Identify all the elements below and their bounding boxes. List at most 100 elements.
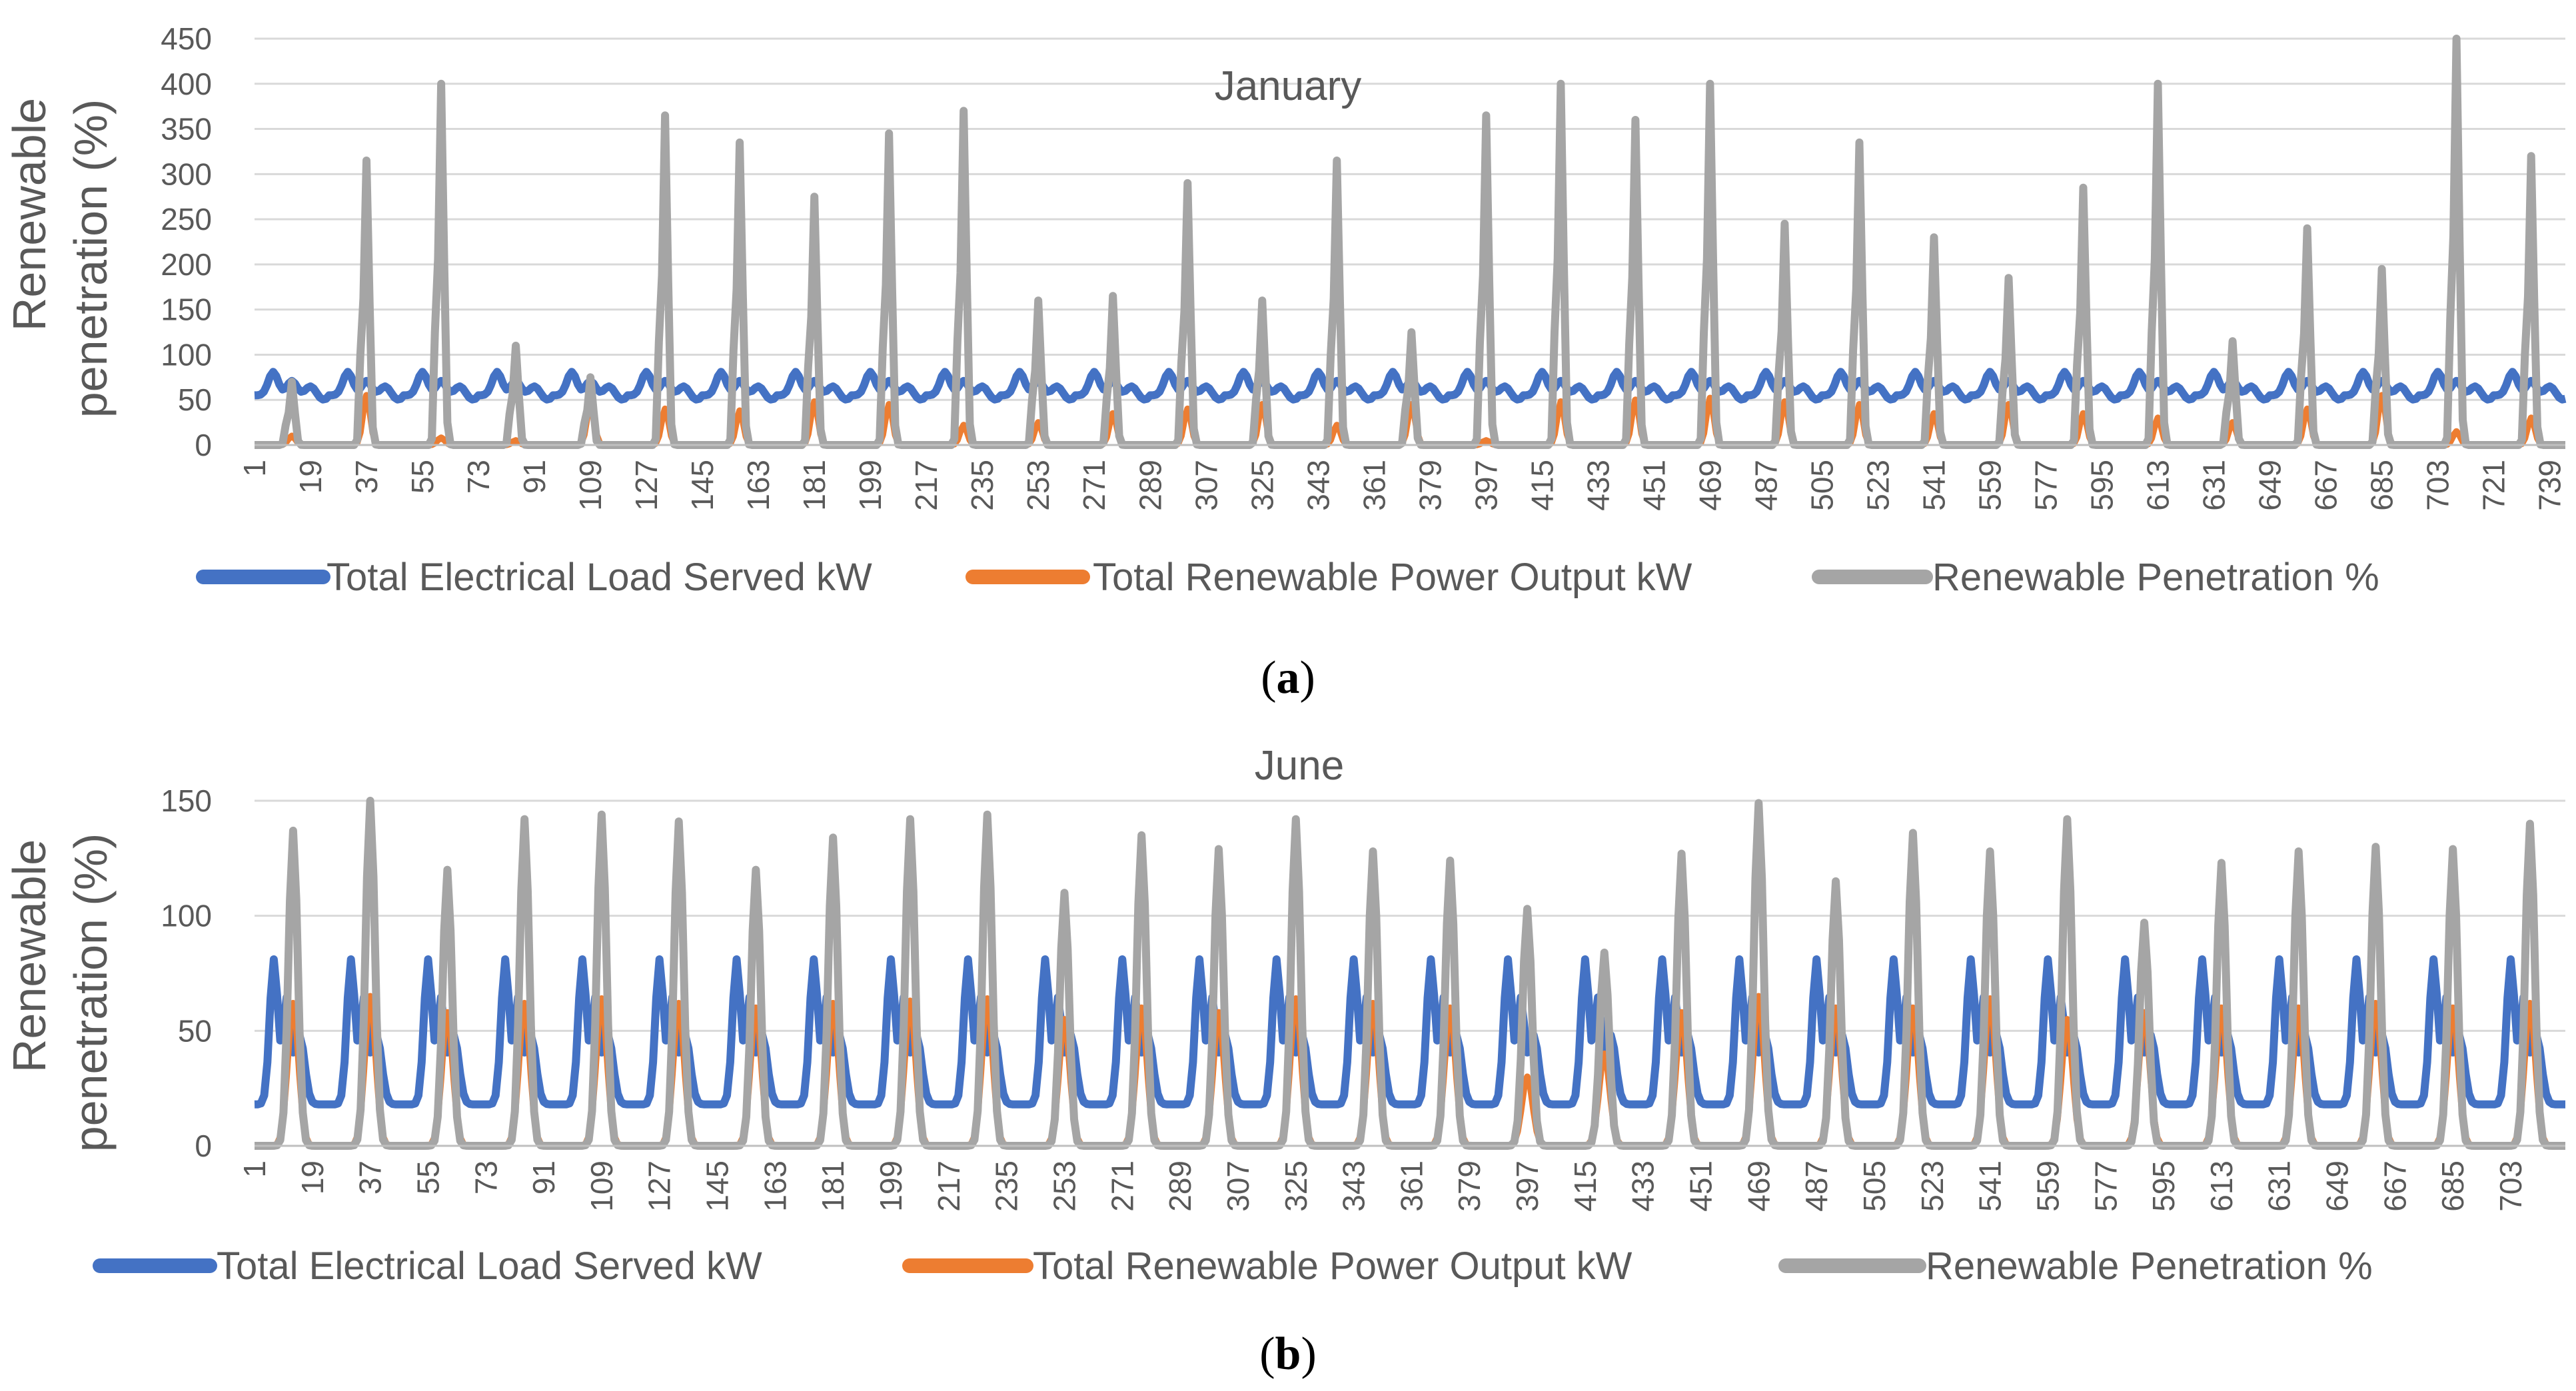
x-tick-label: 523 — [1915, 1160, 1950, 1212]
x-tick-label: 505 — [1804, 460, 1839, 511]
x-tick-label: 577 — [2029, 460, 2064, 511]
x-tick-label: 109 — [584, 1160, 619, 1212]
x-tick-label: 703 — [2421, 460, 2455, 511]
x-tick-label: 289 — [1163, 1160, 1197, 1212]
x-tick-label: 271 — [1105, 1160, 1139, 1212]
x-tick-label: 271 — [1077, 460, 1111, 511]
x-tick-label: 91 — [526, 1160, 561, 1194]
x-tick-label: 127 — [629, 460, 664, 511]
x-tick-label: 55 — [405, 460, 440, 494]
y-tick-label: 400 — [161, 67, 212, 101]
x-tick-label: 613 — [2141, 460, 2176, 511]
june-gridlines — [255, 799, 2565, 1032]
x-tick-label: 595 — [2146, 1160, 2181, 1212]
x-tick-label: 541 — [1973, 1160, 2008, 1212]
x-tick-label: 721 — [2477, 460, 2511, 511]
legend-label-load: Total Electrical Load Served kW — [326, 556, 872, 599]
chart-june: 0 50 100 150 1 19 37 55 73 91 109 127 145 163 181 199 2… — [3, 743, 2567, 1380]
x-tick-label: 19 — [293, 460, 328, 494]
x-tick-label: 1 — [237, 1160, 272, 1178]
january-y-tick-labels: 0 50 100 150 200 250 300 350 400 450 — [161, 21, 212, 462]
x-tick-label: 433 — [1626, 1160, 1660, 1212]
x-tick-label: 559 — [1973, 460, 2008, 511]
june-legend: Total Electrical Load Served kW Total Re… — [93, 1244, 2373, 1288]
x-tick-label: 217 — [932, 1160, 966, 1212]
legend-label-penetration: Renewable Penetration % — [1932, 556, 2379, 599]
x-tick-label: 613 — [2204, 1160, 2239, 1212]
x-tick-label: 595 — [2085, 460, 2120, 511]
x-tick-label: 577 — [2088, 1160, 2123, 1212]
legend-label-renewable: Total Renewable Power Output kW — [1093, 556, 1692, 599]
january-gridlines — [255, 37, 2565, 401]
x-tick-label: 667 — [2309, 460, 2343, 511]
y-tick-label: 100 — [161, 337, 212, 372]
series-line-load — [253, 955, 2567, 1109]
x-tick-label: 379 — [1413, 460, 1447, 511]
y-tick-label: 150 — [161, 783, 212, 818]
x-tick-label: 415 — [1525, 460, 1559, 511]
x-tick-label: 199 — [853, 460, 888, 511]
legend-label-renewable: Total Renewable Power Output kW — [1033, 1244, 1632, 1288]
x-tick-label: 631 — [2197, 460, 2232, 511]
january-x-tick-labels: 1 19 37 55 73 91 109 127 145 163 181 199 217 235 253 27… — [237, 460, 2567, 511]
y-tick-label: 50 — [178, 382, 212, 417]
x-tick-label: 487 — [1799, 1160, 1834, 1212]
x-tick-label: 73 — [468, 1160, 503, 1194]
x-tick-label: 1 — [237, 460, 272, 477]
x-tick-label: 109 — [573, 460, 608, 511]
x-tick-label: 397 — [1469, 460, 1503, 511]
x-tick-label: 703 — [2493, 1160, 2528, 1212]
x-tick-label: 469 — [1741, 1160, 1776, 1212]
x-tick-label: 37 — [353, 1160, 388, 1194]
x-tick-label: 487 — [1748, 460, 1783, 511]
x-tick-label: 649 — [2320, 1160, 2355, 1212]
x-tick-label: 325 — [1245, 460, 1279, 511]
y-tick-label: 300 — [161, 157, 212, 191]
x-tick-label: 325 — [1279, 1160, 1313, 1212]
x-tick-label: 19 — [295, 1160, 330, 1194]
legend-label-load: Total Electrical Load Served kW — [217, 1244, 762, 1288]
x-tick-label: 469 — [1692, 460, 1727, 511]
x-tick-label: 145 — [685, 460, 720, 511]
x-tick-label: 685 — [2435, 1160, 2470, 1212]
caption-b: (b) — [1259, 1328, 1317, 1380]
x-tick-label: 433 — [1581, 460, 1615, 511]
x-tick-label: 505 — [1857, 1160, 1892, 1212]
y-tick-label: 450 — [161, 21, 212, 56]
y-tick-label: 50 — [178, 1013, 212, 1048]
june-y-axis-label-line1: Renewable — [3, 839, 55, 1073]
x-tick-label: 217 — [909, 460, 944, 511]
x-tick-label: 649 — [2253, 460, 2287, 511]
january-legend: Total Electrical Load Served kW Total Re… — [196, 556, 2379, 599]
x-tick-label: 451 — [1636, 460, 1671, 511]
x-tick-label: 631 — [2262, 1160, 2297, 1212]
x-tick-label: 559 — [2030, 1160, 2065, 1212]
x-tick-label: 199 — [874, 1160, 908, 1212]
x-tick-label: 55 — [410, 1160, 445, 1194]
x-tick-label: 181 — [797, 460, 832, 511]
series-line-penetration — [253, 797, 2567, 1150]
y-tick-label: 250 — [161, 202, 212, 236]
x-tick-label: 307 — [1189, 460, 1223, 511]
x-tick-label: 379 — [1452, 1160, 1487, 1212]
x-tick-label: 37 — [349, 460, 384, 494]
x-tick-label: 397 — [1510, 1160, 1545, 1212]
june-y-axis-label-line2: penetration (%) — [65, 833, 117, 1153]
x-tick-label: 361 — [1394, 1160, 1429, 1212]
x-tick-label: 253 — [1021, 460, 1055, 511]
june-y-tick-labels: 0 50 100 150 — [161, 783, 212, 1163]
x-tick-label: 541 — [1916, 460, 1951, 511]
x-tick-label: 415 — [1568, 1160, 1603, 1212]
june-chart-title: June — [1255, 743, 1344, 789]
y-tick-label: 200 — [161, 247, 212, 282]
x-tick-label: 289 — [1133, 460, 1167, 511]
x-tick-label: 667 — [2377, 1160, 2412, 1212]
x-tick-label: 451 — [1684, 1160, 1718, 1212]
x-tick-label: 145 — [700, 1160, 735, 1212]
caption-a: (a) — [1261, 652, 1315, 703]
x-tick-label: 343 — [1337, 1160, 1371, 1212]
x-tick-label: 739 — [2533, 460, 2567, 511]
y-tick-label: 0 — [195, 1129, 212, 1163]
